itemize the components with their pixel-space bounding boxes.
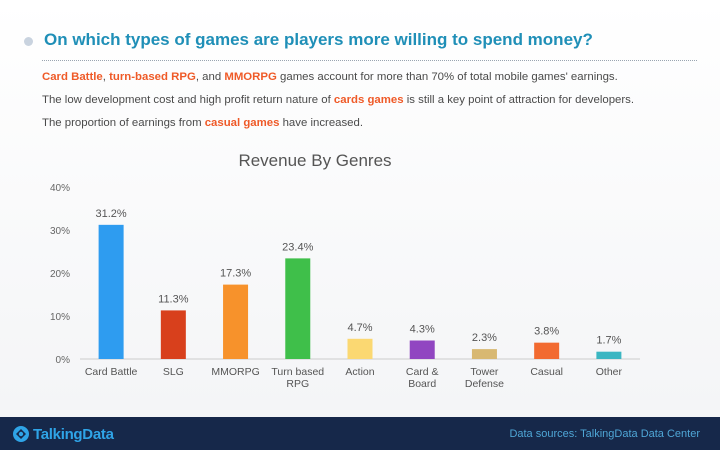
y-tick-label: 20% bbox=[50, 269, 70, 280]
bar bbox=[223, 284, 249, 359]
category-label: Card & bbox=[406, 366, 439, 378]
category-label: Board bbox=[408, 378, 436, 390]
summary-text: , and bbox=[195, 71, 225, 83]
bar-value-label: 4.7% bbox=[347, 322, 372, 334]
highlight-cards-games: cards games bbox=[333, 94, 404, 106]
y-tick-label: 30% bbox=[50, 226, 70, 237]
highlight-turn-based-rpg: turn-based RPG bbox=[109, 71, 196, 83]
highlight-casual-games: casual games bbox=[204, 117, 280, 129]
summary-line-2: The low development cost and high profit… bbox=[42, 94, 712, 106]
footer-bar: TalkingData Data sources: TalkingData Da… bbox=[0, 417, 720, 450]
y-tick-label: 0% bbox=[56, 355, 71, 366]
highlight-card-battle: Card Battle bbox=[42, 71, 103, 83]
bar-value-label: 23.4% bbox=[282, 241, 313, 253]
bar bbox=[596, 351, 622, 359]
chart-axis: 0% 10% 20% 30% 40% bbox=[50, 183, 640, 366]
logo-text: TalkingData bbox=[33, 425, 114, 443]
revenue-chart: Revenue By Genres 0% 10% 20% 30% 40% 31.2% Ca… bbox=[50, 151, 640, 390]
talkingdata-logo-icon bbox=[13, 426, 29, 442]
chart-bars: 31.2% Card Battle 11.3% SLG 17.3% MMORPG 23.4%… bbox=[85, 208, 623, 390]
title-bullet bbox=[24, 37, 33, 46]
category-label: MMORPG bbox=[211, 366, 259, 378]
y-tick-label: 10% bbox=[50, 312, 70, 323]
bar bbox=[471, 349, 497, 359]
data-source: Data sources: TalkingData Data Center bbox=[509, 428, 700, 440]
highlight-mmorpg: MMORPG bbox=[224, 71, 277, 83]
bar bbox=[534, 342, 560, 359]
bar-value-label: 31.2% bbox=[96, 208, 127, 220]
summary-text: The proportion of earnings from bbox=[42, 117, 205, 129]
category-label: Card Battle bbox=[85, 366, 138, 378]
category-label: Casual bbox=[530, 366, 563, 378]
summary-line-1: Card Battle, turn-based RPG, and MMORPG … bbox=[42, 71, 712, 83]
bar bbox=[160, 310, 186, 359]
summary-text: have increased. bbox=[279, 117, 364, 129]
summary-text: games account for more than 70% of total… bbox=[276, 71, 618, 83]
chart-title: Revenue By Genres bbox=[238, 151, 391, 170]
bar-value-label: 4.3% bbox=[410, 324, 435, 336]
bar-value-label: 17.3% bbox=[220, 268, 251, 280]
category-label: Defense bbox=[465, 378, 504, 390]
page-title: On which types of games are players more… bbox=[44, 30, 593, 49]
category-label: Action bbox=[345, 366, 374, 378]
bar-value-label: 1.7% bbox=[596, 335, 621, 347]
summary-text: The low development cost and high profit… bbox=[42, 94, 334, 106]
category-label: SLG bbox=[163, 366, 184, 378]
category-label: Tower bbox=[470, 366, 499, 378]
bar bbox=[285, 258, 311, 359]
category-label: RPG bbox=[286, 378, 309, 390]
bar bbox=[98, 224, 124, 359]
bar-value-label: 2.3% bbox=[472, 332, 497, 344]
talkingdata-logo: TalkingData bbox=[12, 425, 114, 443]
bar-value-label: 3.8% bbox=[534, 326, 559, 338]
category-label: Turn based bbox=[271, 366, 324, 378]
summary-text: , bbox=[102, 71, 110, 83]
bar-value-label: 11.3% bbox=[158, 293, 189, 305]
category-label: Other bbox=[596, 366, 623, 378]
y-tick-label: 40% bbox=[50, 183, 70, 194]
summary-text: is still a key point of attraction for d… bbox=[403, 94, 635, 106]
summary-line-3: The proportion of earnings from casual g… bbox=[42, 117, 712, 129]
bar bbox=[347, 338, 373, 359]
title-divider bbox=[42, 60, 697, 61]
bar bbox=[409, 340, 435, 359]
